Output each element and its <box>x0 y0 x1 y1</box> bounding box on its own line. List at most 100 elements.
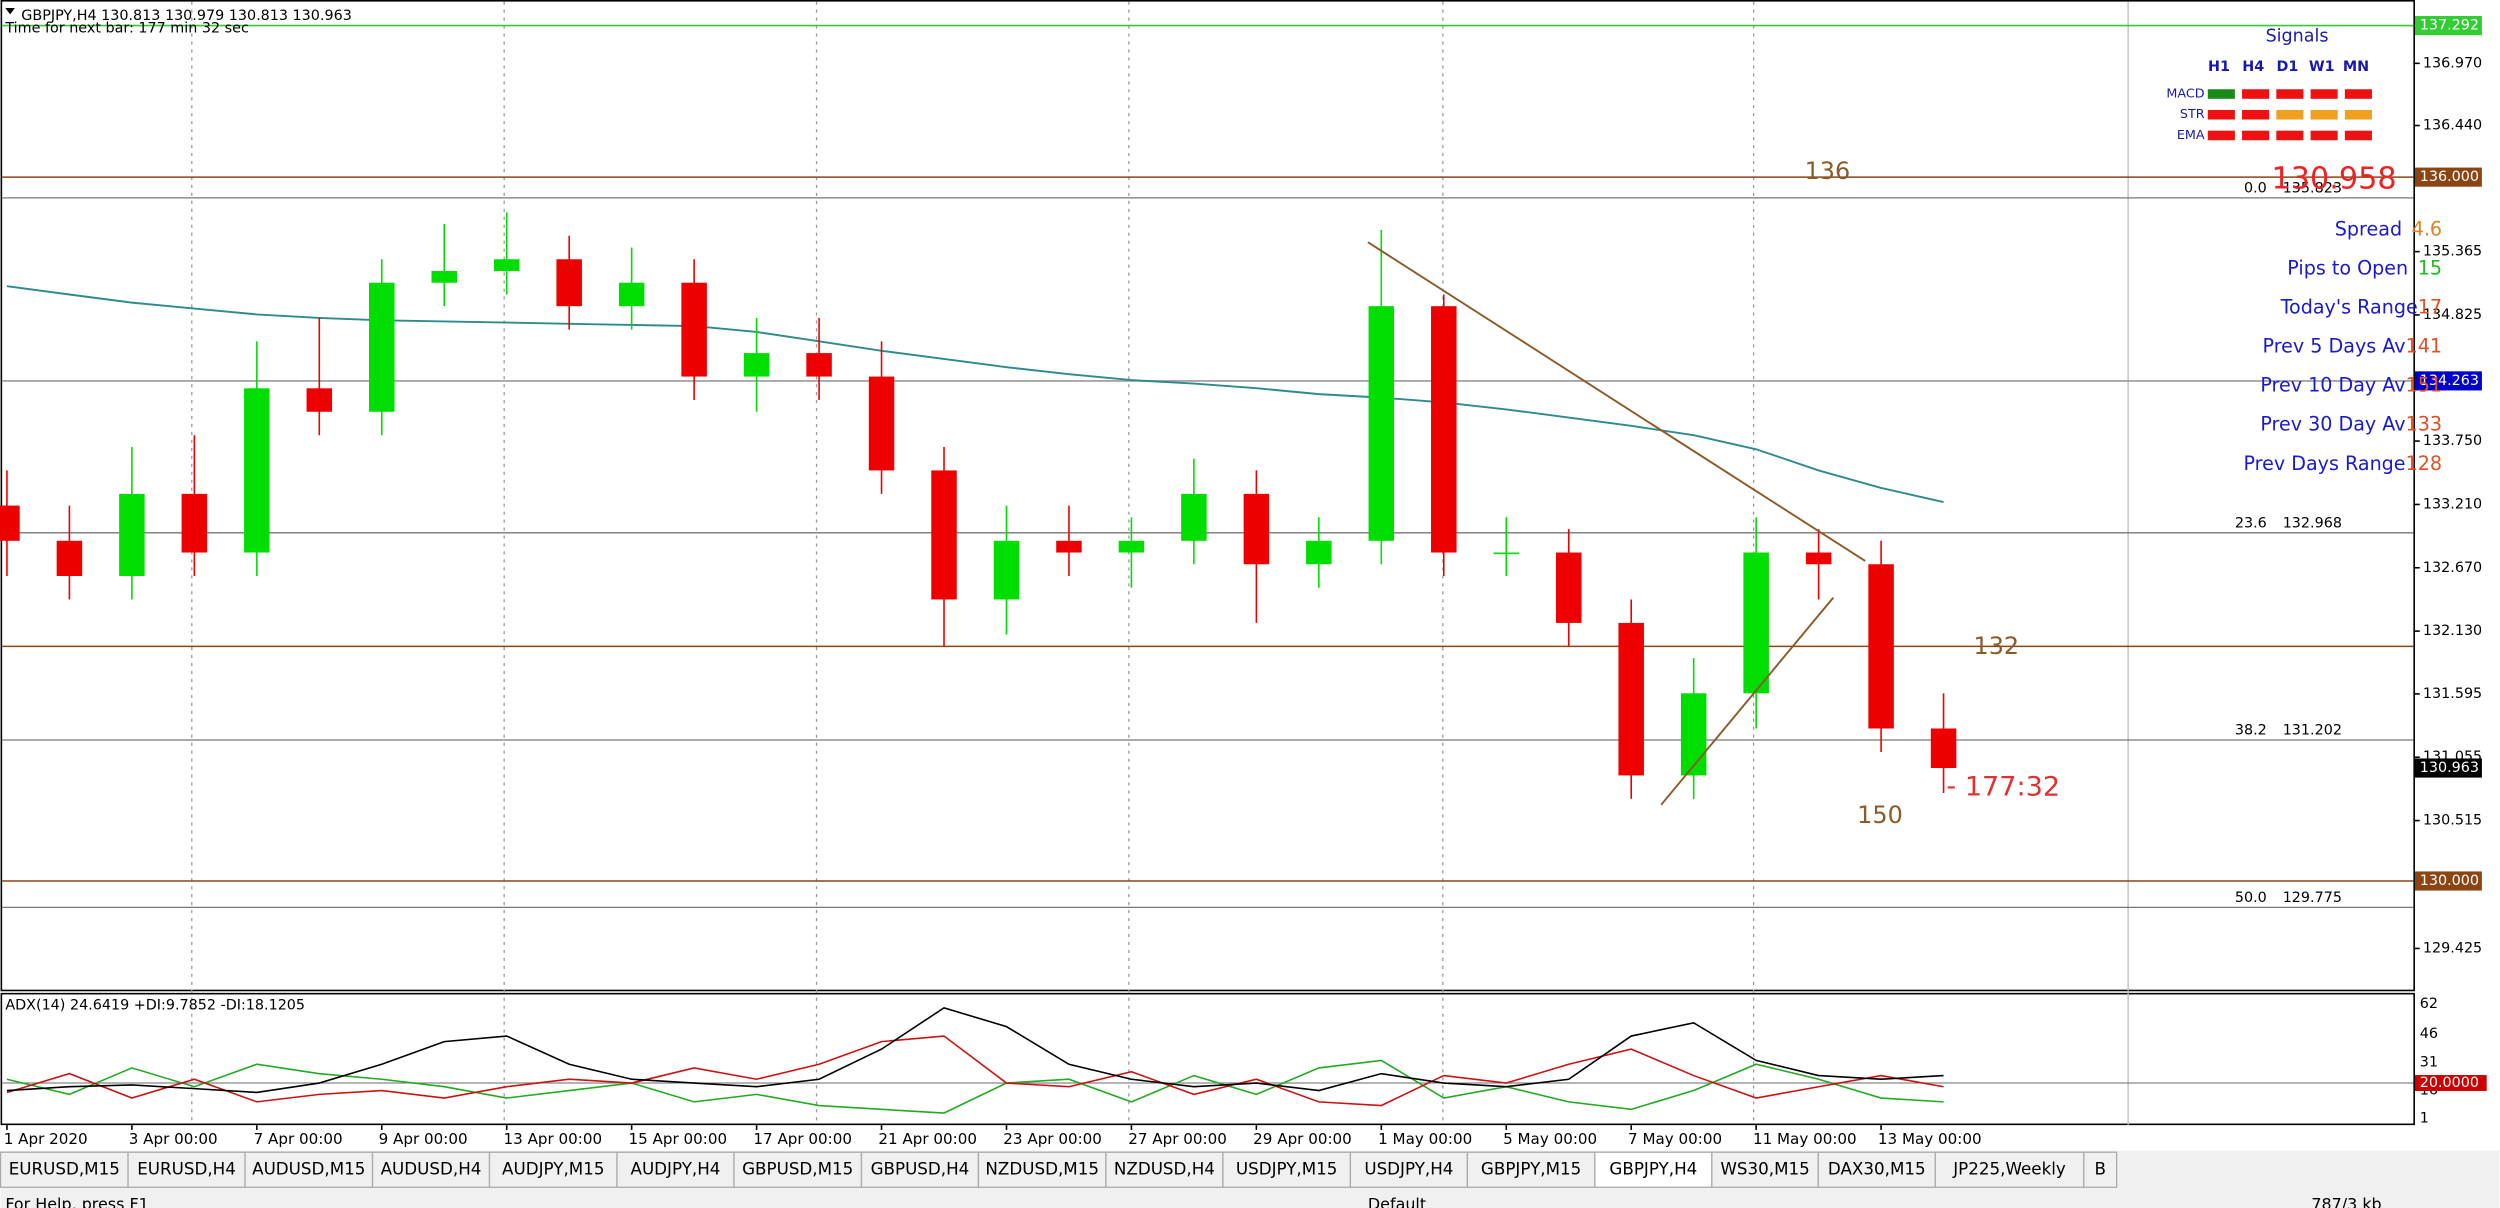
fib-price: 129.775 <box>2283 890 2342 906</box>
info-label: Today's Range <box>2280 295 2418 318</box>
candle-body <box>1243 493 1270 565</box>
tab-label[interactable]: EURUSD,H4 <box>137 1158 236 1178</box>
status-traffic: 787/3 kb <box>2311 1194 2381 1208</box>
annotation: 136 <box>1805 157 1851 185</box>
tab-label[interactable]: USDJPY,M15 <box>1236 1158 1338 1178</box>
trendline <box>1367 241 1866 562</box>
y-tick-label: 136.970 <box>2423 55 2482 71</box>
x-tick-label: 1 May 00:00 <box>1378 1130 1472 1148</box>
candle-body <box>306 388 333 412</box>
tab[interactable] <box>1466 1151 1596 1188</box>
info-row: Prev 5 Days Av141 <box>2263 334 2443 357</box>
tab-label[interactable]: AUDUSD,H4 <box>381 1158 482 1178</box>
tab[interactable] <box>1222 1151 1352 1188</box>
info-value: 4.6 <box>2412 217 2442 240</box>
y-tick-label: 133.750 <box>2423 433 2482 449</box>
signals-row: MACD <box>2166 87 2204 102</box>
tab-label[interactable]: GBPUSD,H4 <box>871 1158 970 1178</box>
signals-column: H4 <box>2242 59 2264 75</box>
tab-label[interactable]: JP225,Weekly <box>1952 1158 2066 1178</box>
info-value: 128 <box>2406 451 2442 474</box>
price-box <box>2414 371 2482 391</box>
tab[interactable] <box>1934 1151 2085 1188</box>
candle-body <box>1680 693 1707 776</box>
signals-column: W1 <box>2309 59 2335 75</box>
candle-body <box>0 505 20 541</box>
info-value: 17 <box>2418 295 2442 318</box>
price-box-label: 130.000 <box>2420 873 2479 889</box>
chart-frame <box>0 0 2415 992</box>
fib-price: 135.823 <box>2283 180 2342 196</box>
tab-label[interactable]: USDJPY,H4 <box>1364 1158 1453 1178</box>
tab[interactable] <box>733 1151 863 1188</box>
tab-label[interactable]: B <box>2094 1158 2105 1178</box>
status-profile: Default <box>1368 1194 1426 1208</box>
tab-label[interactable]: AUDUSD,M15 <box>252 1158 365 1178</box>
tab-label[interactable]: AUDJPY,H4 <box>631 1158 721 1178</box>
info-label: Spread <box>2335 217 2402 240</box>
candle-body <box>1431 306 1457 553</box>
signals-row: EMA <box>2177 128 2205 143</box>
x-tick-label: 13 May 00:00 <box>1878 1130 1982 1148</box>
annotation: 132 <box>1974 632 2020 660</box>
tab[interactable] <box>244 1151 374 1188</box>
candle-body <box>56 540 83 576</box>
fib-level: 50.0 <box>2235 890 2267 906</box>
y-tick-label: 129.425 <box>2423 940 2482 956</box>
tab-label[interactable]: GBPJPY,H4 <box>1609 1158 1697 1178</box>
info-label: Prev 10 Day Av <box>2260 373 2405 396</box>
tab[interactable] <box>2083 1151 2118 1188</box>
tab-label[interactable]: AUDJPY,M15 <box>502 1158 604 1178</box>
plot: 0.0 135.823 23.6 132.968 38.2 131.202 50.0 129.… <box>0 16 2487 1148</box>
candle-body <box>931 470 957 600</box>
tab[interactable] <box>1105 1151 1224 1188</box>
tab-label[interactable]: WS30,M15 <box>1720 1158 1809 1178</box>
candle-body <box>743 353 770 377</box>
y-tick-label: 133.210 <box>2423 496 2482 512</box>
candle-body <box>1368 306 1395 541</box>
candle-body <box>431 270 457 283</box>
price-box <box>2414 871 2482 891</box>
tab[interactable] <box>1817 1151 1936 1188</box>
info-label: Prev 5 Days Av <box>2263 334 2406 357</box>
candle-body <box>1118 540 1145 553</box>
candle-body <box>1056 540 1082 553</box>
big-price: 130.958 <box>2272 162 2397 197</box>
tab-label[interactable]: EURUSD,M15 <box>9 1158 120 1178</box>
x-tick-label: 3 Apr 00:00 <box>129 1130 218 1148</box>
info-label: Prev 30 Day Av <box>2260 412 2405 435</box>
fib-price: 132.968 <box>2283 515 2342 531</box>
tab-label[interactable]: DAX30,M15 <box>1828 1158 1926 1178</box>
status-bar <box>0 1188 2500 1208</box>
signal-cell <box>2310 89 2338 99</box>
x-tick-label: 29 Apr 00:00 <box>1253 1130 1352 1148</box>
y-tick-label: 134.825 <box>2423 307 2482 323</box>
tab[interactable] <box>1594 1151 1713 1188</box>
x-tick-label: 21 Apr 00:00 <box>878 1130 977 1148</box>
tab[interactable] <box>616 1151 735 1188</box>
tab[interactable] <box>127 1151 246 1188</box>
tab-label[interactable]: GBPJPY,M15 <box>1481 1158 1581 1178</box>
candle-body <box>493 259 520 271</box>
adx-frame <box>0 992 2415 1126</box>
adx-level-label: 20.0000 <box>2420 1075 2479 1091</box>
signal-cell <box>2242 89 2270 99</box>
tab-label[interactable]: NZDUSD,M15 <box>985 1158 1099 1178</box>
info-row: Today's Range17 <box>2280 295 2442 318</box>
info-value: 133 <box>2406 412 2442 435</box>
candle-body <box>1181 493 1207 541</box>
symbol-line: GBPJPY,H4 130.813 130.979 130.813 130.96… <box>21 8 352 24</box>
signal-cell <box>2344 109 2372 120</box>
signal-cell <box>2242 130 2270 141</box>
x-tick-label: 5 May 00:00 <box>1503 1130 1597 1148</box>
tab-label[interactable]: GBPUSD,M15 <box>742 1158 853 1178</box>
tab[interactable] <box>1349 1151 1469 1188</box>
price-box-label: 136.000 <box>2420 169 2479 185</box>
tab[interactable] <box>860 1151 980 1188</box>
tab-label[interactable]: NZDUSD,H4 <box>1114 1158 1215 1178</box>
tab[interactable] <box>1711 1151 1819 1188</box>
x-tick-label: 11 May 00:00 <box>1753 1130 1857 1148</box>
candle-body <box>868 376 895 471</box>
